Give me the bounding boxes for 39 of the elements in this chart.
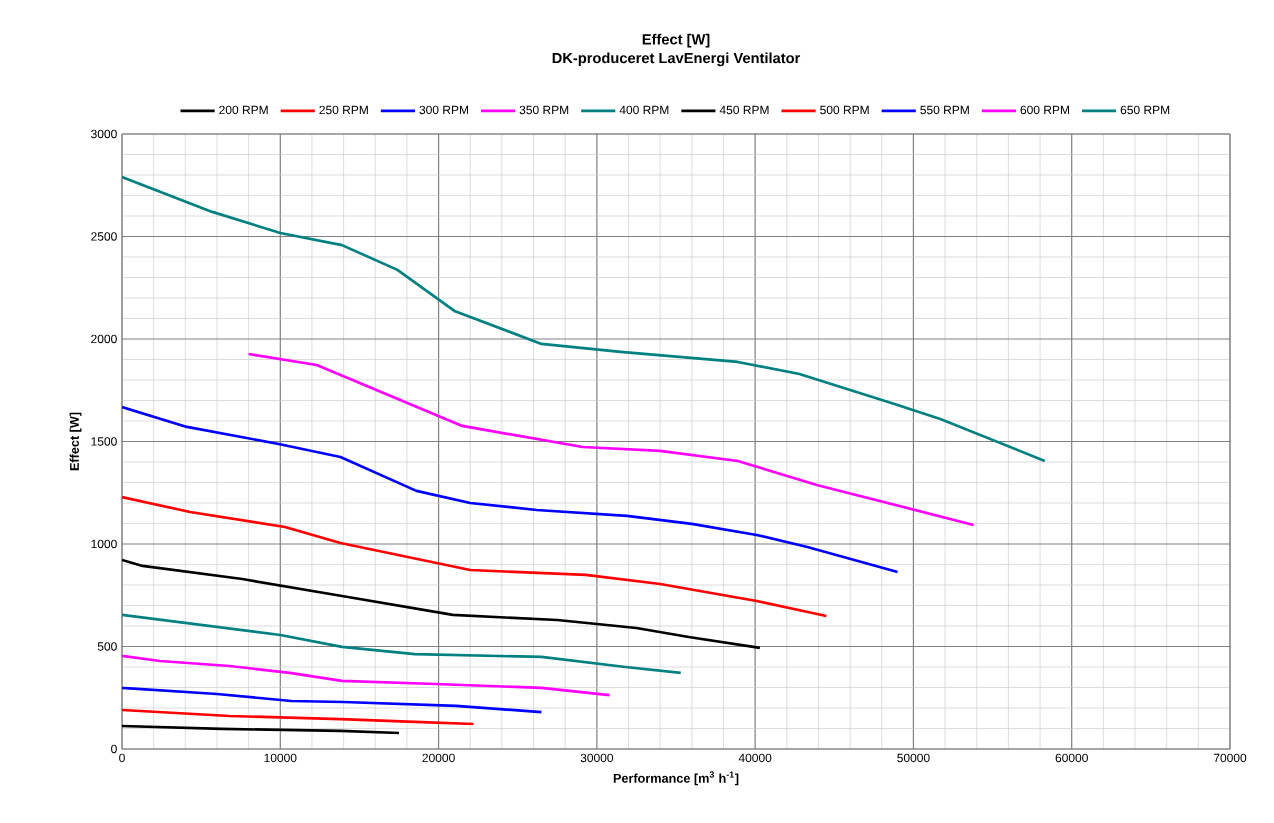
line-series (122, 495, 828, 618)
line-series (122, 654, 611, 697)
x-axis-title: Performance [m$^{3}$ h$^{-1}$] (613, 771, 739, 786)
legend-label: 400 RPM (619, 105, 669, 115)
x-tick-label: 70000 (1213, 753, 1247, 763)
legend-label: 350 RPM (519, 105, 569, 115)
x-tick-label: 40000 (738, 753, 772, 763)
x-tick-label: 10000 (264, 753, 297, 763)
legend-label: 250 RPM (319, 105, 368, 115)
line-series (247, 352, 975, 527)
line-series (122, 686, 543, 714)
line-series (122, 724, 401, 735)
legend-label: 600 RPM (1020, 105, 1069, 115)
line-series (122, 708, 475, 726)
x-tick-label: 60000 (1055, 753, 1088, 763)
line-series (122, 405, 899, 574)
x-tick-label: 0 (119, 753, 125, 763)
y-axis-title: Effect [W] (69, 412, 82, 471)
y-tick-label: 2500 (91, 232, 117, 241)
legend-label: 550 RPM (920, 105, 969, 115)
line-series (122, 558, 762, 650)
legend-label: 650 RPM (1120, 105, 1170, 115)
y-tick-label: 1000 (91, 539, 117, 549)
y-tick-label: 3000 (91, 129, 117, 139)
legend-label: 200 RPM (219, 105, 268, 115)
x-tick-label: 30000 (580, 753, 614, 763)
y-tick-label: 2000 (91, 334, 117, 344)
legend-label: 500 RPM (820, 105, 869, 115)
y-tick-label: 1500 (91, 437, 117, 446)
legend-label: 300 RPM (419, 105, 468, 115)
line-series (122, 175, 1047, 463)
line-series (122, 613, 683, 675)
legend-label: 450 RPM (719, 105, 769, 115)
chart-subtitle: DK-produceret LavEnergi Ventilator (552, 52, 801, 67)
chart-title: Effect [W] (642, 33, 710, 48)
x-tick-label: 20000 (422, 753, 455, 763)
y-tick-label: 0 (111, 744, 117, 754)
y-tick-label: 500 (97, 642, 117, 651)
x-tick-label: 50000 (897, 753, 930, 763)
